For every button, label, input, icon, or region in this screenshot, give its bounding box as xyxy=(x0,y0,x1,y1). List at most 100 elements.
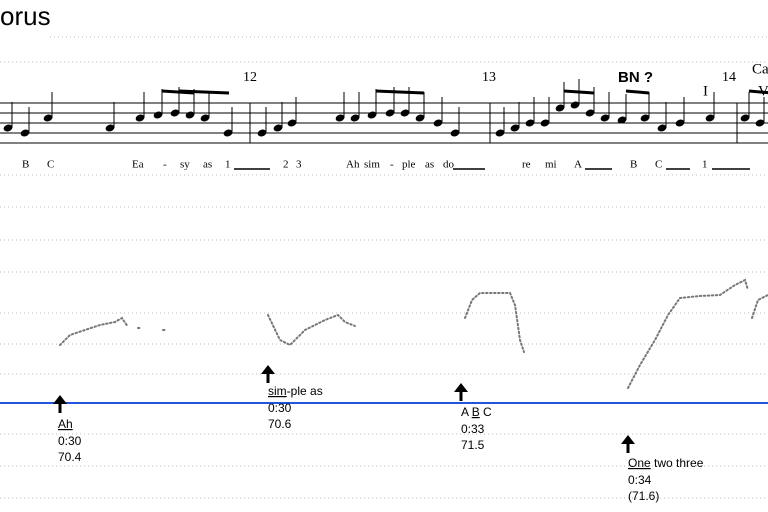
notehead xyxy=(400,109,410,117)
measure-label: V xyxy=(758,83,768,99)
guide-lines xyxy=(0,36,768,499)
annotation-word: sim xyxy=(268,384,287,398)
annotation-pitch: 70.6 xyxy=(268,417,292,431)
lyric: - xyxy=(390,159,394,171)
notehead xyxy=(740,114,750,122)
notehead xyxy=(135,114,145,122)
annotation-word: One xyxy=(628,456,651,470)
pitch-marker xyxy=(261,365,275,374)
lyric: as xyxy=(425,159,434,171)
notehead xyxy=(705,114,715,122)
annotation-time: 0:34 xyxy=(628,473,652,487)
lyric: 2 xyxy=(283,159,289,171)
measure-label: BN ? xyxy=(618,69,653,86)
notehead xyxy=(585,109,595,117)
notehead xyxy=(755,119,765,127)
staff xyxy=(0,102,768,144)
notehead xyxy=(223,129,233,137)
notehead xyxy=(617,116,627,124)
lyric: do xyxy=(443,159,455,171)
annotation-words: Ah xyxy=(58,417,73,431)
lyric: - xyxy=(163,159,167,171)
annotation-word: Ah xyxy=(58,417,73,431)
notehead xyxy=(415,114,425,122)
annotation-words: A B C xyxy=(461,405,492,419)
notehead xyxy=(367,111,377,119)
pitch-marker xyxy=(621,435,635,444)
section-title: orus xyxy=(0,1,51,31)
annotation-words: One two three xyxy=(628,456,704,470)
lyric: sim xyxy=(364,159,380,171)
notehead xyxy=(185,111,195,119)
notehead xyxy=(20,129,30,137)
notehead xyxy=(450,129,460,137)
annotation-time: 0:33 xyxy=(461,422,485,436)
notehead xyxy=(43,114,53,122)
annotation-word: C xyxy=(480,405,492,419)
annotation-pitch: 71.5 xyxy=(461,438,485,452)
notehead xyxy=(3,124,13,132)
notehead xyxy=(640,114,650,122)
lyric: C xyxy=(655,159,662,171)
notehead xyxy=(335,114,345,122)
annotation-pitch: (71.6) xyxy=(628,489,659,503)
pitch-marker xyxy=(53,395,67,404)
notehead xyxy=(675,119,685,127)
annotation-word: -ple as xyxy=(287,384,323,398)
pitch-marker xyxy=(454,383,468,392)
measure-label: 13 xyxy=(482,70,496,85)
measure-label: Ca xyxy=(752,61,768,77)
annotation-words: sim-ple as xyxy=(268,384,323,398)
notehead xyxy=(105,124,115,132)
beam xyxy=(563,89,595,95)
notehead xyxy=(385,109,395,117)
lyric: mi xyxy=(545,159,557,171)
lyric: A xyxy=(574,159,582,171)
lyric: re xyxy=(522,159,531,171)
notehead xyxy=(153,111,163,119)
lyric: 1 xyxy=(225,159,231,171)
lyric: as xyxy=(203,159,212,171)
lyric: B xyxy=(22,159,29,171)
notehead xyxy=(600,114,610,122)
beam xyxy=(625,89,650,95)
annotation-word: two three xyxy=(651,456,704,470)
notehead xyxy=(350,114,360,122)
annotation-time: 0:30 xyxy=(268,401,292,415)
lyric: B xyxy=(630,159,637,171)
lyric: ple xyxy=(402,159,416,171)
notehead xyxy=(525,119,535,127)
notehead xyxy=(555,104,565,112)
notehead xyxy=(433,119,443,127)
notehead xyxy=(200,114,210,122)
annotation-pitch: 70.4 xyxy=(58,450,82,464)
notehead xyxy=(273,124,283,132)
notehead xyxy=(287,119,297,127)
lyric: sy xyxy=(180,159,190,171)
notehead xyxy=(510,124,520,132)
lyric: 1 xyxy=(702,159,708,171)
beam xyxy=(375,89,425,95)
measure-label: I xyxy=(703,83,708,99)
notehead xyxy=(495,129,505,137)
lyric: Ah xyxy=(346,159,360,171)
lyric: 3 xyxy=(296,159,302,171)
notehead xyxy=(540,119,550,127)
notehead xyxy=(570,101,580,109)
annotation-time: 0:30 xyxy=(58,434,82,448)
notehead xyxy=(170,109,180,117)
notehead xyxy=(257,129,267,137)
pitch-trace xyxy=(59,278,768,389)
measure-label: 12 xyxy=(243,70,257,85)
beam xyxy=(748,89,768,95)
annotation-word: A xyxy=(461,405,472,419)
lyric: C xyxy=(47,159,54,171)
notehead xyxy=(657,124,667,132)
annotation-word: B xyxy=(472,405,480,419)
notes xyxy=(3,79,768,137)
beam xyxy=(178,89,230,95)
lyric: Ea xyxy=(132,159,144,171)
measure-label: 14 xyxy=(722,70,736,85)
